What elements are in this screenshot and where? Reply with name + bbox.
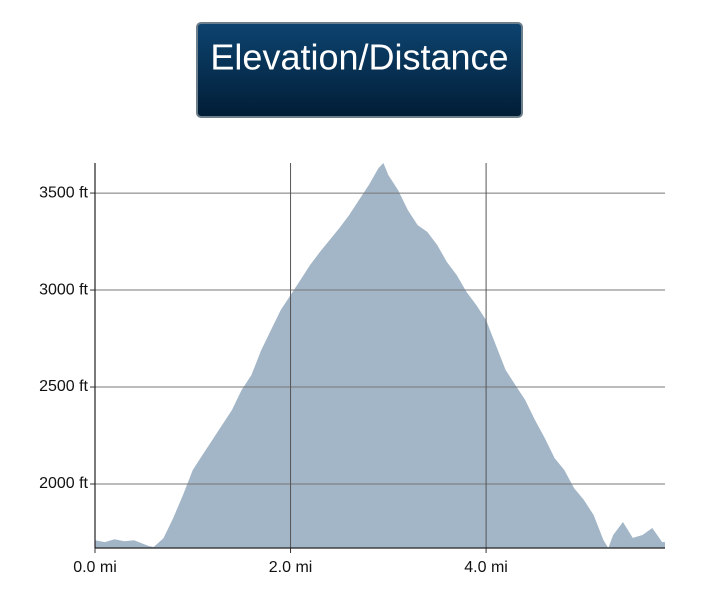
title-button <box>196 22 523 118</box>
y-tick-label: 2500 ft <box>39 378 88 395</box>
elevation-area <box>95 163 665 548</box>
chart-title: Elevation/Distance <box>210 37 508 78</box>
y-tick-label: 3000 ft <box>39 281 88 298</box>
y-tick-label: 2000 ft <box>39 475 88 492</box>
x-tick-label: 2.0 mi <box>269 559 313 576</box>
y-tick-label: 3500 ft <box>39 184 88 201</box>
x-tick-label: 4.0 mi <box>464 559 508 576</box>
x-tick-label: 0.0 mi <box>73 559 117 576</box>
plot: 2000 ft 2500 ft 3000 ft 3500 ft 0.0 mi 2.0 mi… <box>39 163 665 576</box>
